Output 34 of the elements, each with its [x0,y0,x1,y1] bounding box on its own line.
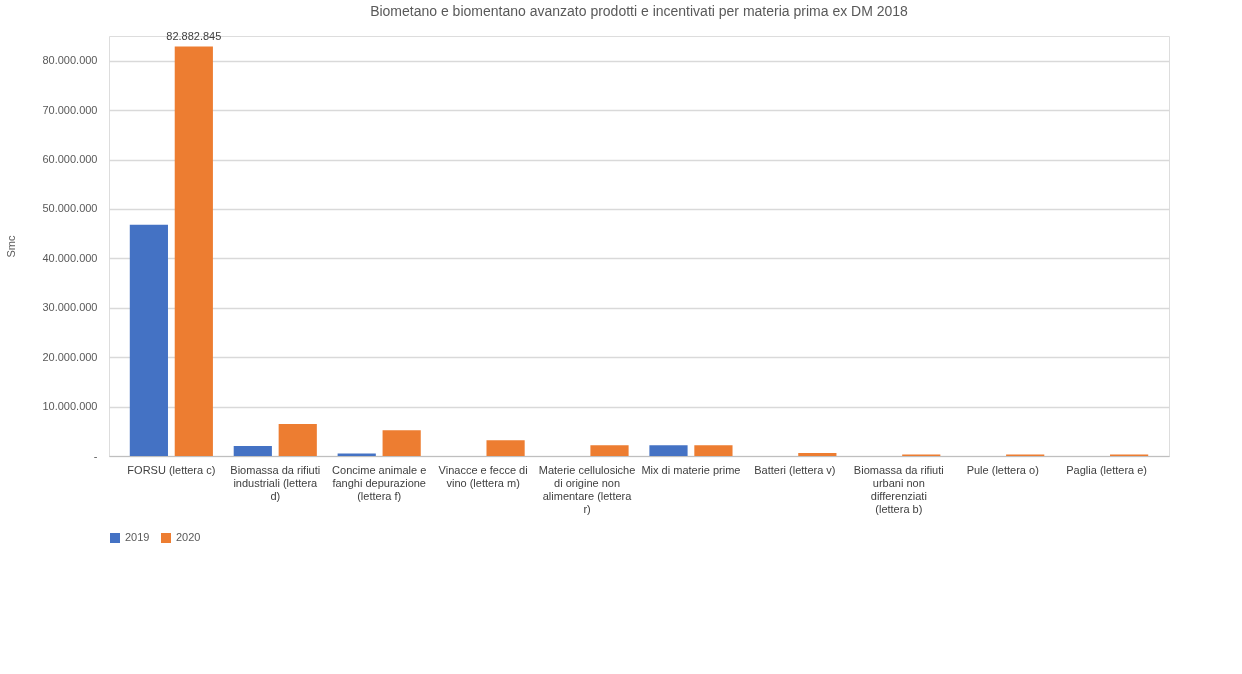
x-tick-label: Biomassa da rifiuti urbani non differenziati (lettera b) [853,463,944,515]
legend-label: 2020 [176,531,201,543]
x-tick-label: Concime animale e fanghi depurazione (lettera f) [332,463,427,502]
y-axis-title: Smc [5,235,18,258]
x-tick-label: Materie cellulosiche di origine non alimentare (lettera r) [538,463,636,515]
x-tick-label: Vinacce e fecce di vino (lettera m) [438,463,528,489]
y-tick-label: 50.000.000 [42,202,98,215]
y-tick-label: 30.000.000 [42,301,98,314]
bar [174,46,213,456]
x-tick-label: Pule (lettera o) [966,463,1039,476]
bar [486,440,525,456]
bar [649,445,688,456]
bar [798,453,837,456]
bar [233,446,272,456]
legend-label: 2019 [125,531,150,543]
y-tick-label: 60.000.000 [42,153,98,166]
x-tick-label: Biomassa da rifiuti industriali (lettera d) [230,463,321,502]
y-tick-label: 80.000.000 [42,54,98,67]
y-tick-label: 70.000.000 [42,103,98,116]
y-tick-label: 40.000.000 [42,251,98,264]
x-tick-label: Batteri (lettera v) [754,463,836,476]
bar [694,445,733,456]
bar [590,445,629,456]
bar [382,430,421,456]
x-tick-label: FORSU (lettera c) [127,463,216,476]
bar [278,423,317,456]
data-label: 82.882.845 [166,30,222,43]
y-tick-label: 10.000.000 [42,400,98,413]
chart-title: Biometano e biomentano avanzato prodotti e incentivati per materia prima ex DM 2018 [370,3,909,20]
x-tick-label: Paglia (lettera e) [1066,463,1148,476]
x-tick-label: Mix di materie prime [641,463,741,476]
y-tick-label: - [93,449,98,462]
y-tick-label: 20.000.000 [42,350,98,363]
bar [129,224,168,456]
